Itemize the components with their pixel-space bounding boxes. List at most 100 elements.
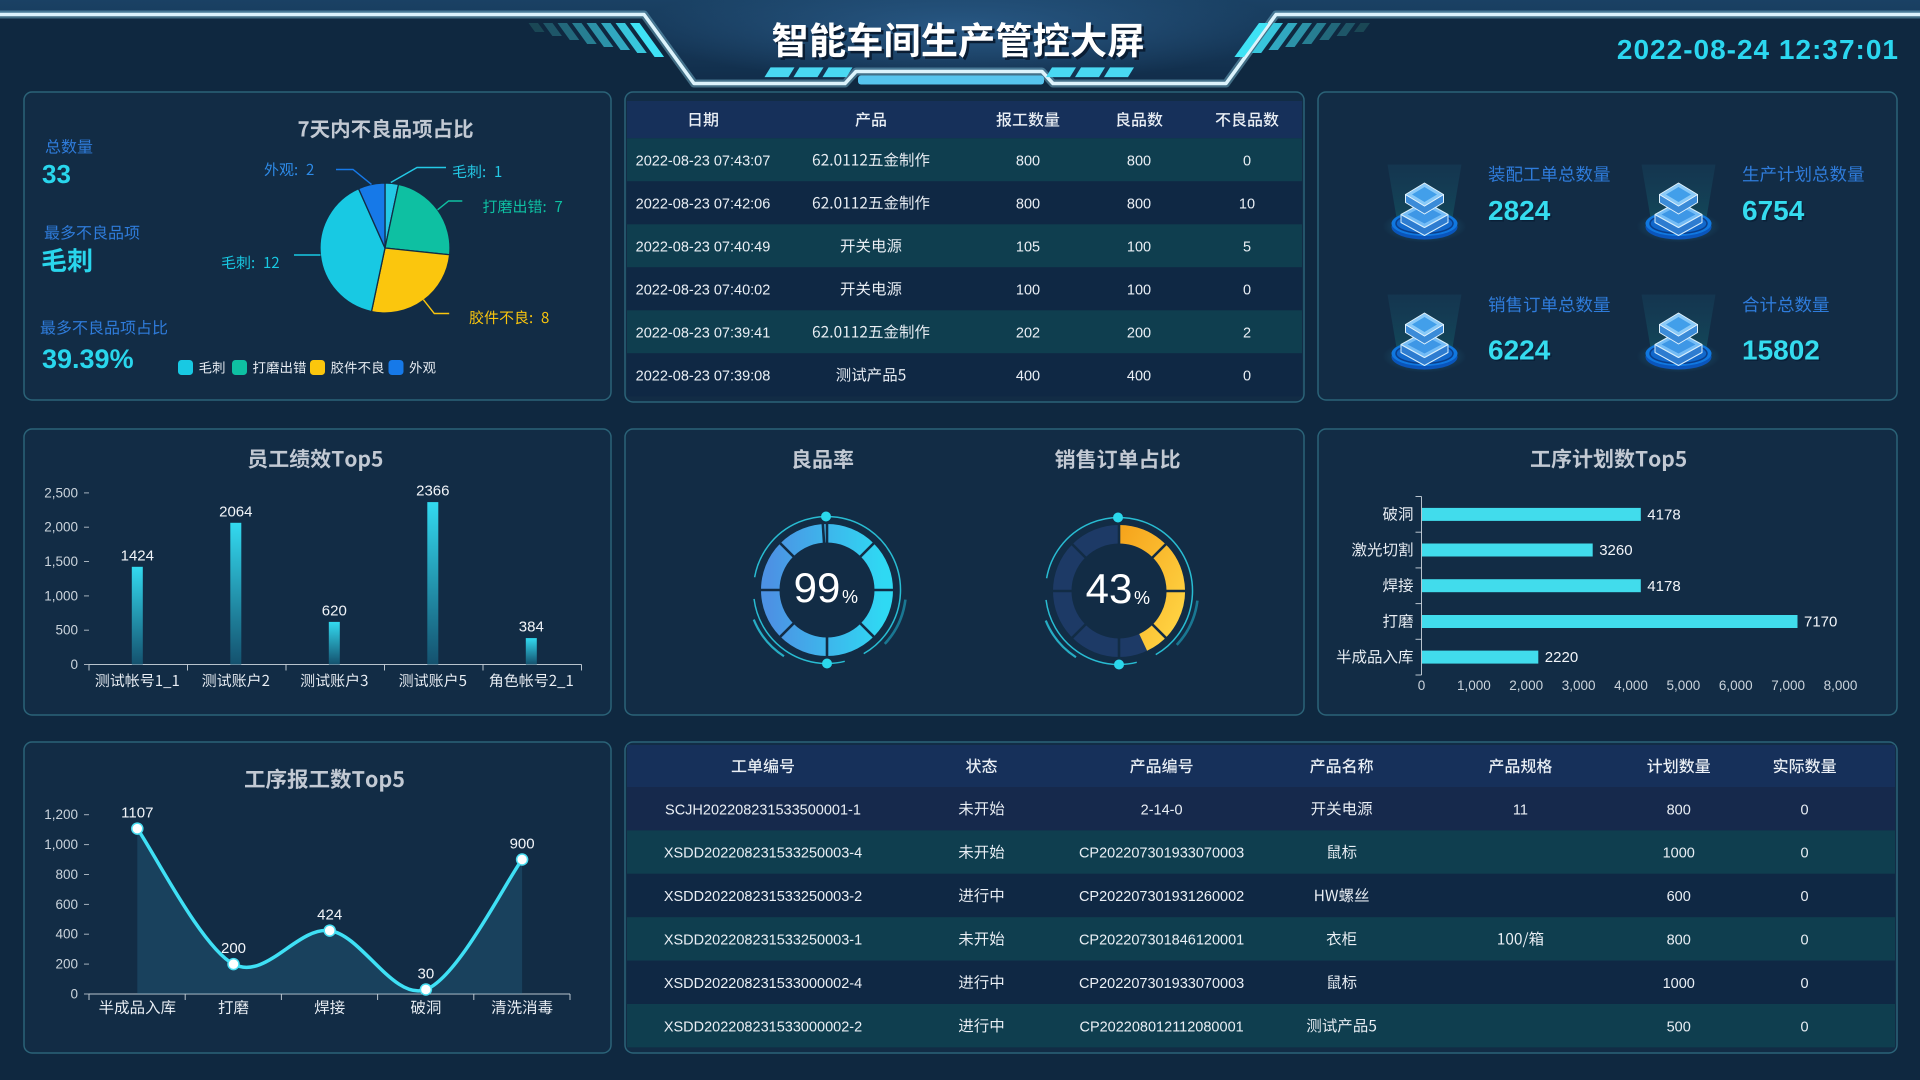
svg-text:105: 105 [1016,240,1040,256]
svg-text:XSDD202208231533000002-2: XSDD202208231533000002-2 [664,1019,862,1035]
svg-text:2,000: 2,000 [44,520,78,535]
svg-text:200: 200 [1127,326,1151,342]
svg-text:0: 0 [70,987,78,1002]
svg-text:CP202207301933070003: CP202207301933070003 [1079,976,1244,992]
svg-text:1,200: 1,200 [44,807,78,822]
svg-text:2,500: 2,500 [44,485,78,500]
svg-text:0: 0 [70,657,78,672]
svg-text:0: 0 [1801,889,1809,905]
svg-text:2: 2 [1243,326,1251,342]
svg-text:39.39%: 39.39% [42,344,134,374]
svg-text:6754: 6754 [1742,195,1805,226]
svg-text:384: 384 [519,619,544,636]
svg-text:15802: 15802 [1742,335,1820,366]
svg-text:0: 0 [1418,678,1426,693]
svg-text:400: 400 [1016,369,1040,385]
svg-text:6754: 6754 [1744,197,1807,228]
svg-text:2022-08-24 12:37:01: 2022-08-24 12:37:01 [1617,34,1899,65]
svg-text:2824: 2824 [1488,195,1551,226]
svg-text:200: 200 [221,940,246,957]
svg-text:0: 0 [1243,154,1251,170]
svg-text:11: 11 [1513,802,1528,818]
svg-text:600: 600 [55,897,78,912]
svg-text:SCJH202208231533500001-1: SCJH202208231533500001-1 [665,802,861,818]
svg-text:400: 400 [1127,369,1151,385]
svg-text:%: % [1134,588,1150,608]
svg-text:1424: 1424 [121,547,154,564]
svg-text:100: 100 [1127,240,1151,256]
svg-text:500: 500 [1667,1019,1691,1035]
svg-text:0: 0 [1801,802,1809,818]
svg-text:2220: 2220 [1545,649,1578,666]
svg-text:XSDD202208231533250003-2: XSDD202208231533250003-2 [664,889,862,905]
svg-text:CP202208012112080001: CP202208012112080001 [1079,1019,1243,1035]
svg-text:30: 30 [418,966,435,983]
svg-text:0: 0 [1801,1019,1809,1035]
svg-text:800: 800 [1127,154,1151,170]
svg-text:CP202207301933070003: CP202207301933070003 [1079,846,1244,862]
svg-text:XSDD202208231533250003-4: XSDD202208231533250003-4 [664,846,862,862]
svg-text:CP202207301931260002: CP202207301931260002 [1079,889,1244,905]
svg-text:4178: 4178 [1647,506,1680,523]
svg-text:4,000: 4,000 [1614,678,1648,693]
svg-text:10: 10 [1239,197,1255,213]
svg-text:600: 600 [1667,889,1691,905]
svg-text:1,500: 1,500 [44,554,78,569]
svg-text:3260: 3260 [1599,542,1632,559]
svg-text:0: 0 [1801,976,1809,992]
svg-text:400: 400 [55,927,78,942]
svg-text:2-14-0: 2-14-0 [1141,802,1183,818]
svg-text:15802: 15802 [1744,336,1822,367]
svg-text:2022-08-23 07:40:49: 2022-08-23 07:40:49 [636,240,771,256]
svg-text:0: 0 [1801,933,1809,949]
svg-text:2022-08-23 07:39:41: 2022-08-23 07:39:41 [636,326,771,342]
svg-text:800: 800 [1016,197,1040,213]
svg-text:XSDD202208231533000002-4: XSDD202208231533000002-4 [664,976,862,992]
svg-text:2022-08-23 07:43:07: 2022-08-23 07:43:07 [636,154,771,170]
svg-text:1107: 1107 [121,805,153,822]
svg-text:800: 800 [1016,154,1040,170]
svg-text:2366: 2366 [416,483,449,500]
svg-text:200: 200 [55,957,78,972]
svg-text:800: 800 [1667,802,1691,818]
svg-text:2824: 2824 [1490,197,1553,228]
svg-text:43: 43 [1086,565,1133,612]
svg-text:1,000: 1,000 [44,588,78,603]
svg-text:900: 900 [510,836,535,853]
svg-text:5: 5 [1243,240,1251,256]
svg-text:3,000: 3,000 [1562,678,1596,693]
svg-text:0: 0 [1243,369,1251,385]
svg-text:202: 202 [1016,326,1040,342]
svg-text:424: 424 [317,907,342,924]
svg-text:2064: 2064 [219,503,252,520]
svg-text:99: 99 [794,564,841,611]
svg-text:6224: 6224 [1490,336,1553,367]
svg-text:8,000: 8,000 [1824,678,1858,693]
svg-text:0: 0 [1801,846,1809,862]
svg-text:1,000: 1,000 [1457,678,1491,693]
svg-text:6,000: 6,000 [1719,678,1753,693]
svg-text:620: 620 [322,602,347,619]
svg-text:100: 100 [1127,283,1151,299]
svg-text:CP202207301846120001: CP202207301846120001 [1079,933,1244,949]
svg-text:5,000: 5,000 [1667,678,1701,693]
svg-text:800: 800 [55,867,78,882]
svg-text:800: 800 [1127,197,1151,213]
svg-text:2022-08-23 07:39:08: 2022-08-23 07:39:08 [636,369,771,385]
svg-text:100: 100 [1016,283,1040,299]
svg-text:2,000: 2,000 [1509,678,1543,693]
svg-text:500: 500 [55,623,78,638]
svg-text:800: 800 [1667,933,1691,949]
svg-text:7,000: 7,000 [1771,678,1805,693]
svg-text:1,000: 1,000 [44,837,78,852]
svg-text:33: 33 [42,159,71,189]
svg-text:7170: 7170 [1804,614,1837,631]
svg-text:XSDD202208231533250003-1: XSDD202208231533250003-1 [664,933,862,949]
svg-text:%: % [842,587,858,607]
svg-text:0: 0 [1243,283,1251,299]
svg-text:1000: 1000 [1663,976,1695,992]
svg-text:2022-08-23 07:42:06: 2022-08-23 07:42:06 [636,197,771,213]
svg-text:2022-08-23 07:40:02: 2022-08-23 07:40:02 [636,283,771,299]
svg-text:4178: 4178 [1647,578,1680,595]
svg-text:6224: 6224 [1488,335,1551,366]
